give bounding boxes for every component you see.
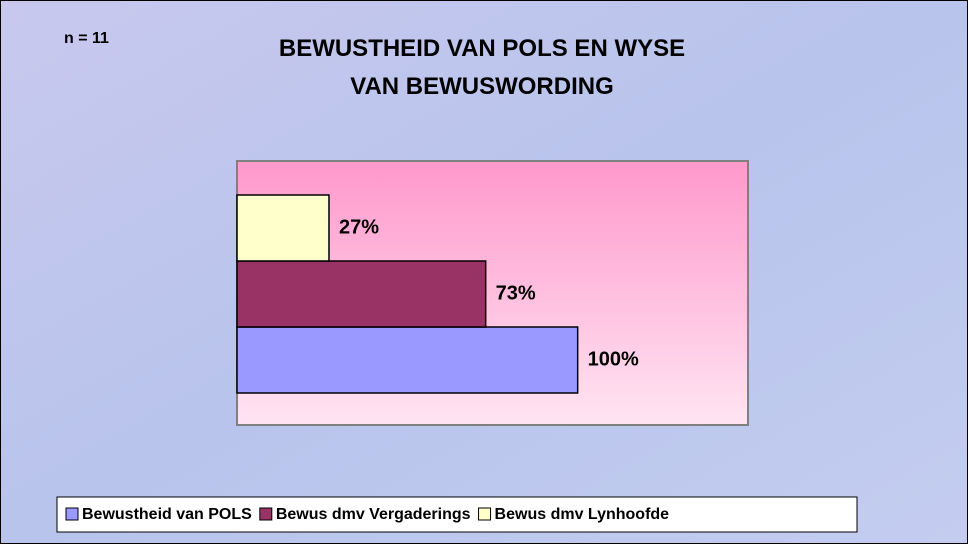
bar	[236, 194, 330, 262]
bar	[236, 260, 487, 328]
legend-swatch	[259, 507, 273, 521]
legend-swatch	[65, 507, 79, 521]
chart-title: BEWUSTHEID VAN POLS EN WYSE VAN BEWUSWOR…	[278, 35, 686, 100]
data-label: 100%	[588, 348, 639, 370]
data-label: 27%	[339, 216, 379, 238]
annotation: n = 11	[64, 30, 109, 47]
data-label: 73%	[496, 282, 536, 304]
legend-label: Bewus dmv Vergaderings	[276, 506, 471, 523]
bar	[236, 326, 579, 394]
legend-box	[56, 496, 858, 533]
legend-label: Bewus dmv Lynhoofde	[495, 506, 670, 523]
legend-label: Bewustheid van POLS	[82, 506, 252, 523]
legend-swatch	[478, 507, 492, 521]
